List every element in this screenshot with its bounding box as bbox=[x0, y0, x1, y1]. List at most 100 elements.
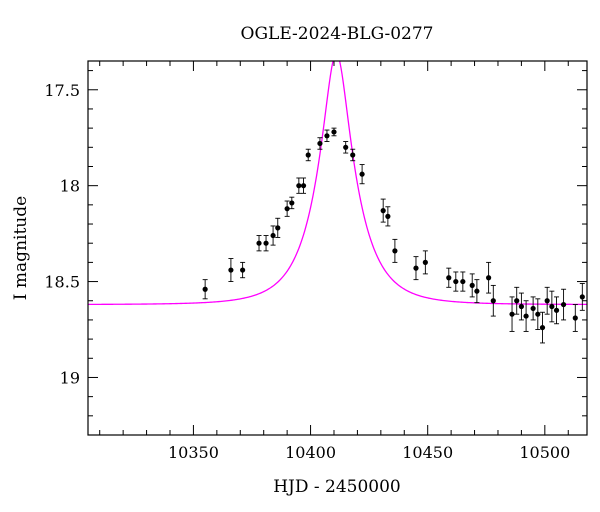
point-marker bbox=[359, 171, 365, 177]
point-marker bbox=[305, 152, 311, 158]
data-point bbox=[380, 198, 386, 223]
point-marker bbox=[413, 265, 419, 271]
x-tick-label: 10400 bbox=[285, 443, 336, 462]
point-marker bbox=[486, 275, 492, 281]
data-point bbox=[284, 200, 290, 217]
y-axis-label: I magnitude bbox=[11, 196, 31, 300]
data-point bbox=[509, 296, 515, 332]
point-marker bbox=[509, 311, 515, 317]
data-point bbox=[300, 177, 307, 194]
data-point bbox=[422, 250, 428, 275]
data-point bbox=[530, 296, 536, 321]
point-marker bbox=[539, 324, 546, 331]
data-point bbox=[460, 271, 466, 292]
point-marker bbox=[300, 183, 307, 189]
chart-title: OGLE-2024-BLG-0277 bbox=[241, 24, 434, 44]
point-marker bbox=[284, 206, 290, 212]
x-axis-label: HJD - 2450000 bbox=[273, 477, 401, 497]
point-marker bbox=[514, 298, 520, 304]
point-marker bbox=[572, 315, 578, 321]
point-marker bbox=[270, 232, 276, 239]
data-point bbox=[560, 288, 567, 321]
point-marker bbox=[317, 140, 323, 147]
point-marker bbox=[544, 298, 550, 304]
point-marker bbox=[553, 307, 560, 313]
data-point bbox=[490, 284, 496, 317]
point-marker bbox=[385, 213, 391, 219]
plot-area bbox=[88, 61, 587, 344]
point-marker bbox=[474, 288, 480, 294]
data-point bbox=[413, 256, 419, 281]
point-marker bbox=[579, 294, 585, 300]
plot-frame bbox=[87, 60, 588, 436]
data-point bbox=[296, 177, 302, 194]
y-tick-label: 18.5 bbox=[44, 273, 80, 292]
data-point bbox=[385, 206, 391, 227]
axis-ticks bbox=[88, 61, 587, 436]
data-point bbox=[572, 304, 578, 332]
point-marker bbox=[535, 311, 541, 317]
point-marker bbox=[530, 305, 536, 312]
point-marker bbox=[289, 200, 295, 206]
point-marker bbox=[343, 144, 349, 150]
point-marker bbox=[560, 301, 567, 308]
data-point bbox=[359, 164, 365, 185]
point-marker bbox=[296, 183, 302, 189]
data-point bbox=[240, 261, 246, 279]
point-marker bbox=[263, 240, 269, 246]
data-point bbox=[549, 290, 555, 323]
point-marker bbox=[453, 278, 459, 285]
point-marker bbox=[228, 267, 234, 273]
data-point bbox=[392, 238, 398, 263]
data-point bbox=[270, 225, 276, 246]
data-point bbox=[324, 129, 330, 143]
point-marker bbox=[518, 303, 525, 310]
data-point bbox=[350, 148, 356, 162]
point-marker bbox=[350, 152, 356, 158]
data-point bbox=[275, 217, 281, 238]
data-point bbox=[523, 300, 529, 332]
data-point bbox=[317, 137, 323, 150]
point-marker bbox=[446, 275, 452, 281]
data-point bbox=[289, 196, 295, 210]
tick-labels: 10350 10400 10450 10500 17.5 18 18.5 19 bbox=[44, 81, 570, 462]
y-tick-label: 17.5 bbox=[44, 81, 80, 100]
data-point bbox=[228, 258, 234, 283]
data-point bbox=[331, 127, 337, 137]
data-point bbox=[579, 283, 585, 311]
point-marker bbox=[240, 267, 246, 273]
data-point bbox=[474, 279, 480, 304]
data-point bbox=[256, 235, 262, 252]
data-point bbox=[263, 235, 269, 252]
data-points-layer bbox=[202, 127, 585, 344]
data-point bbox=[453, 271, 459, 292]
data-point bbox=[535, 298, 541, 330]
data-point bbox=[544, 286, 550, 315]
point-marker bbox=[460, 278, 466, 285]
point-marker bbox=[256, 240, 262, 246]
point-marker bbox=[380, 208, 386, 214]
point-marker bbox=[324, 133, 330, 139]
x-tick-label: 10500 bbox=[519, 443, 570, 462]
model-curve-layer bbox=[88, 61, 587, 306]
y-tick-label: 19 bbox=[60, 368, 80, 387]
point-marker bbox=[523, 313, 529, 319]
y-tick-label: 18 bbox=[60, 177, 80, 196]
model-curve bbox=[88, 61, 587, 306]
point-marker bbox=[490, 298, 496, 304]
data-point bbox=[305, 148, 311, 162]
point-marker bbox=[392, 248, 398, 254]
data-point bbox=[514, 286, 520, 315]
data-point bbox=[469, 273, 475, 298]
point-marker bbox=[549, 303, 555, 310]
data-point bbox=[539, 311, 546, 344]
data-point bbox=[202, 279, 208, 300]
x-tick-label: 10450 bbox=[402, 443, 453, 462]
data-point bbox=[518, 292, 525, 321]
point-marker bbox=[202, 286, 208, 292]
data-point bbox=[343, 141, 349, 154]
point-marker bbox=[422, 259, 428, 265]
data-point bbox=[553, 296, 560, 325]
data-point bbox=[446, 267, 452, 288]
